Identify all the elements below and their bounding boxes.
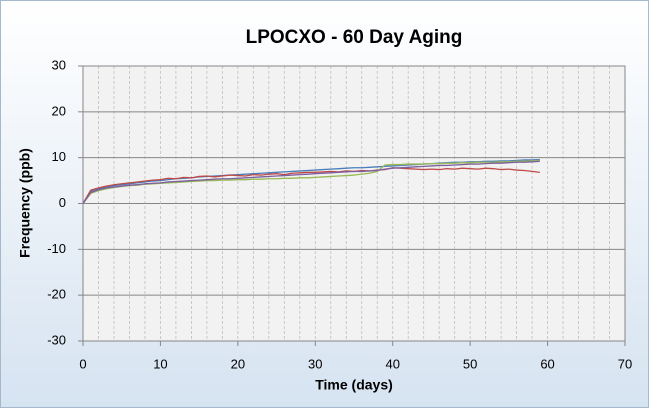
x-axis-title: Time (days) xyxy=(315,377,393,393)
y-tick-label: -30 xyxy=(47,332,66,347)
x-tick-label: 50 xyxy=(463,356,477,371)
y-tick-label: -20 xyxy=(47,287,66,302)
y-tick-label: 20 xyxy=(52,103,66,118)
y-tick-label: -10 xyxy=(47,241,66,256)
x-tick-label: 40 xyxy=(385,356,399,371)
y-tick-label: 10 xyxy=(52,149,66,164)
series-line xyxy=(82,167,540,204)
x-tick-label: 70 xyxy=(618,356,632,371)
x-tick-label: 30 xyxy=(308,356,322,371)
x-tick-label: 60 xyxy=(540,356,554,371)
x-tick-label: 0 xyxy=(79,356,86,371)
series-line xyxy=(82,160,540,204)
y-tick-label: 0 xyxy=(59,195,66,210)
chart-title: LPOCXO - 60 Day Aging xyxy=(246,27,463,48)
y-axis-title: Frequency (ppb) xyxy=(17,148,33,258)
x-tick-label: 10 xyxy=(153,356,167,371)
x-tick-label: 20 xyxy=(231,356,245,371)
y-tick-label: 30 xyxy=(52,57,66,72)
